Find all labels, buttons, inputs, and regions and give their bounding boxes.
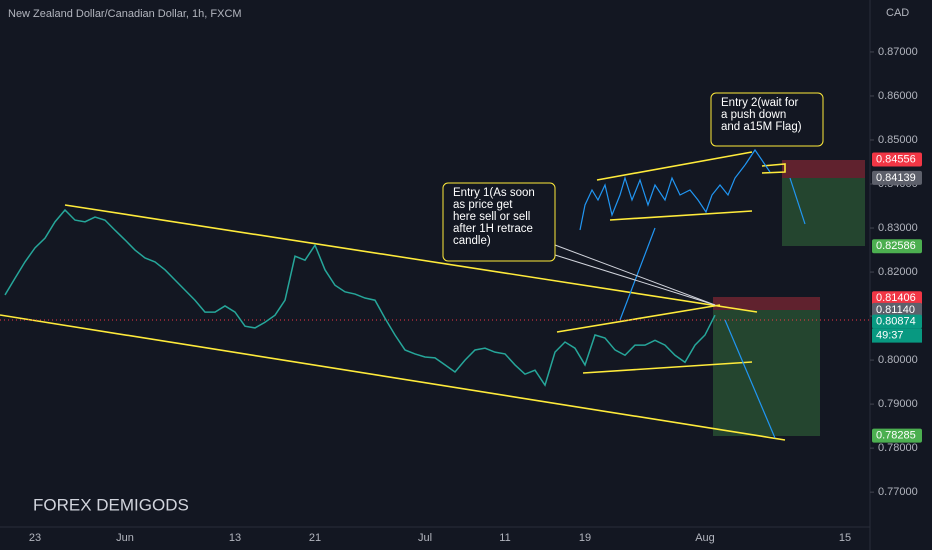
callout-pointer xyxy=(554,244,716,306)
x-tick-label: 19 xyxy=(579,532,591,544)
y-tick-label: 0.82000 xyxy=(878,266,918,278)
countdown-bg xyxy=(872,328,922,343)
price-tag xyxy=(872,291,922,306)
annotation-text: Entry 1(As soon xyxy=(453,187,535,199)
price-tag-label: 0.84556 xyxy=(876,153,916,165)
trendline xyxy=(761,163,786,174)
price-tag-label: 0.82586 xyxy=(876,240,916,252)
price-tag xyxy=(872,428,922,443)
x-tick-label: 23 xyxy=(29,532,41,544)
annotation-text: after 1H retrace xyxy=(453,223,533,235)
annotation-text: Entry 2(wait for xyxy=(721,97,798,109)
annotation-text: candle) xyxy=(453,235,491,247)
x-tick-label: Aug xyxy=(695,532,715,544)
callout-box xyxy=(710,92,824,147)
price-tag-label: 0.80874 xyxy=(876,316,916,328)
projected-path xyxy=(744,148,771,173)
price-tag-label: 0.81140 xyxy=(876,304,915,316)
price-tag xyxy=(872,302,922,317)
trendline xyxy=(556,304,721,333)
x-tick-label: Jun xyxy=(116,532,134,544)
y-tick-label: 0.85000 xyxy=(878,134,918,146)
callout-box xyxy=(442,182,556,262)
y-tick-label: 0.78000 xyxy=(878,442,918,454)
trendlines xyxy=(0,151,786,441)
x-tick-label: 11 xyxy=(499,532,510,544)
watermark: FOREX DEMIGODS xyxy=(33,495,189,514)
annotation-text: as price get xyxy=(453,199,513,211)
price-tag xyxy=(872,239,922,254)
price-tag-label: 0.81406 xyxy=(876,292,916,304)
price-tag xyxy=(872,314,922,329)
annotation-text: here sell or sell xyxy=(453,211,530,223)
y-tick-label: 0.86000 xyxy=(878,90,918,102)
arrow xyxy=(619,227,656,321)
arrow xyxy=(724,319,776,439)
drawings xyxy=(0,148,870,439)
trendline xyxy=(609,210,753,221)
annotation-text: and a15M Flag) xyxy=(721,121,802,133)
callout-pointer xyxy=(554,254,716,306)
stop-zone xyxy=(782,160,865,178)
trade-boxes xyxy=(713,160,865,436)
y-tick-label: 0.80000 xyxy=(878,354,918,366)
y-tick-label: 0.79000 xyxy=(878,398,918,410)
y-tick-label: 0.77000 xyxy=(878,486,918,498)
trendline xyxy=(596,151,753,181)
price-tag xyxy=(872,152,922,167)
arrow xyxy=(789,177,806,225)
y-tick-label: 0.87000 xyxy=(878,46,918,58)
price-tag-label: 0.84139 xyxy=(876,172,916,184)
trendline xyxy=(0,314,786,441)
x-tick-label: Jul xyxy=(418,532,432,544)
annotation-text: a push down xyxy=(721,109,786,121)
stop-zone xyxy=(713,297,820,310)
x-tick-label: 13 xyxy=(229,532,241,544)
target-zone xyxy=(713,310,820,436)
target-zone xyxy=(782,178,865,246)
y-tick-label: 0.83000 xyxy=(878,222,918,234)
x-tick-label: 21 xyxy=(309,532,321,544)
currency-label: CAD xyxy=(886,7,909,19)
projected-path xyxy=(579,164,746,231)
trendline xyxy=(64,204,758,313)
countdown: 49:37 xyxy=(876,330,904,342)
chart-title: New Zealand Dollar/Canadian Dollar, 1h, … xyxy=(8,8,242,20)
trendline xyxy=(582,361,753,374)
price-tag-label: 0.78285 xyxy=(876,429,916,441)
x-tick-label: 15 xyxy=(839,532,851,544)
price-tag xyxy=(872,170,922,185)
price-line xyxy=(4,208,716,387)
